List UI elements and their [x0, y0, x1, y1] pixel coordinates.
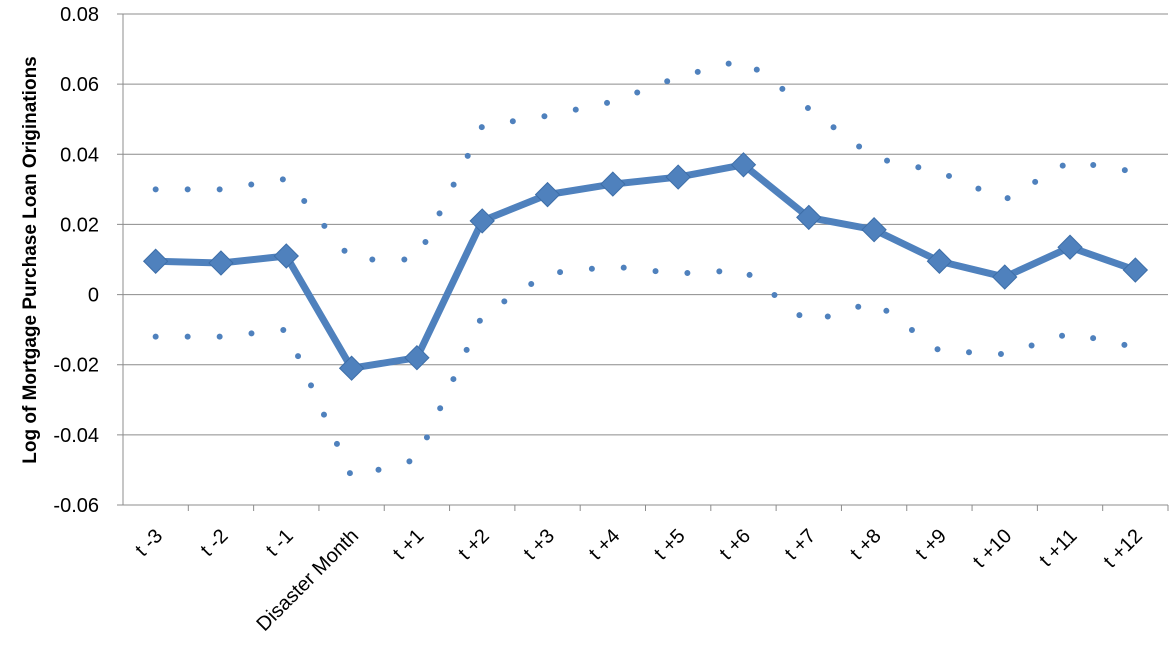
marker — [469, 208, 495, 234]
y-tick-label: -0.04 — [53, 425, 99, 447]
x-tick-label: t -1 — [262, 525, 298, 561]
x-tick-label: t +8 — [846, 525, 886, 565]
x-tick-label: t +11 — [1035, 525, 1081, 571]
y-tick-label: 0.06 — [60, 74, 99, 96]
y-axis-label: Log of Mortgage Purchase Loan Originatio… — [20, 56, 41, 463]
marker — [796, 204, 822, 231]
x-tick-label: t +4 — [585, 525, 625, 565]
marker — [142, 248, 169, 274]
marker — [273, 243, 299, 269]
y-tick-label: 0 — [88, 285, 99, 307]
y-tick-label: 0.02 — [60, 214, 99, 236]
marker — [730, 152, 757, 178]
x-tick-label: t +5 — [650, 525, 690, 565]
marker — [534, 181, 561, 208]
x-tick-label: t +2 — [454, 525, 494, 565]
y-tick-label: -0.06 — [53, 495, 99, 517]
line — [155, 161, 1137, 372]
y-tick-label: 0.04 — [60, 144, 99, 166]
marker — [600, 171, 626, 197]
x-tick-label: t +12 — [1099, 525, 1146, 572]
y-tick-label: -0.02 — [53, 355, 99, 377]
marker — [1057, 234, 1083, 260]
x-tick-label: t +9 — [911, 525, 951, 565]
marker — [404, 344, 430, 371]
x-tick-label: t +6 — [715, 525, 755, 565]
x-tick-label: t +10 — [969, 525, 1016, 572]
dotted-line — [152, 56, 1139, 263]
marker — [861, 216, 887, 243]
y-tick-label: 0.08 — [60, 4, 99, 26]
marker — [338, 355, 365, 381]
dotted-line — [152, 263, 1139, 481]
marker — [665, 164, 691, 190]
marker — [208, 250, 234, 276]
marker — [992, 264, 1018, 290]
x-tick-label: t -3 — [131, 525, 167, 561]
x-tick-label: t +3 — [520, 525, 560, 565]
x-tick-label: t +7 — [781, 525, 821, 565]
x-tick-label: t +1 — [389, 525, 429, 565]
x-tick-label: t -2 — [197, 525, 233, 561]
marker — [1122, 257, 1149, 283]
marker — [926, 248, 953, 274]
